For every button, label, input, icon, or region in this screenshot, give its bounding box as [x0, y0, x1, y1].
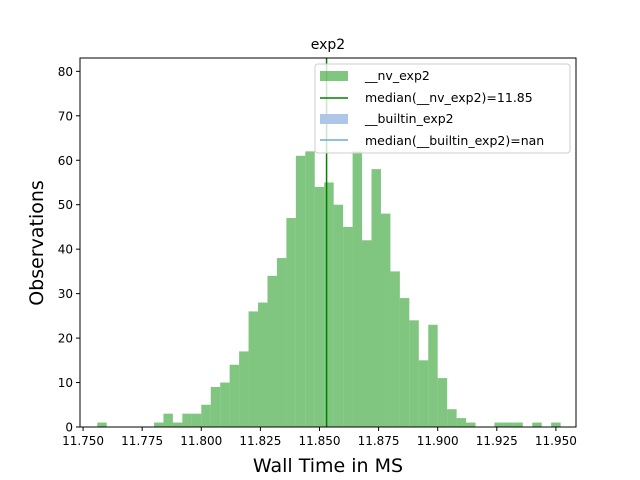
legend-label-builtin-exp2: __builtin_exp2	[364, 111, 454, 126]
histogram-bars	[97, 151, 561, 428]
y-tick-label: 70	[58, 109, 73, 123]
histogram-bar	[258, 302, 268, 427]
x-tick-label: 11.950	[535, 434, 577, 448]
histogram-bar	[210, 386, 221, 427]
x-axis-ticks: 11.750 11.775 11.800 11.825 11.850 11.875 11.9…	[62, 427, 577, 448]
y-tick-label: 10	[58, 376, 73, 390]
legend-label-nv-median: median(__nv_exp2)=11.85	[365, 90, 533, 105]
histogram-bar	[248, 311, 259, 427]
histogram-bar	[333, 204, 344, 427]
legend: __nv_exp2 median(__nv_exp2)=11.85 __buil…	[314, 63, 571, 154]
y-tick-label: 80	[58, 65, 73, 79]
y-tick-label: 20	[58, 332, 73, 346]
histogram-bar	[314, 186, 325, 427]
y-axis-ticks: 0 10 20 30 40 50 60 70 80	[58, 65, 80, 435]
histogram-bar	[229, 364, 240, 427]
histogram-bar	[437, 378, 448, 427]
histogram-bar	[239, 351, 249, 427]
histogram-bar	[352, 151, 363, 428]
histogram-bar	[447, 409, 457, 427]
legend-swatch-nv-exp2	[320, 71, 348, 81]
y-tick-label: 40	[58, 243, 73, 257]
y-tick-label: 0	[65, 421, 73, 435]
histogram-bar	[295, 155, 306, 427]
y-tick-label: 50	[58, 198, 73, 212]
x-tick-label: 11.750	[62, 434, 104, 448]
histogram-bar	[362, 240, 372, 427]
chart-title: exp2	[311, 37, 345, 53]
histogram-bar	[551, 422, 561, 427]
legend-swatch-builtin-exp2	[320, 114, 348, 124]
legend-box	[314, 63, 571, 154]
y-tick-label: 30	[58, 287, 73, 301]
histogram-bar	[286, 218, 296, 427]
histogram-bar	[220, 382, 230, 427]
histogram-bar	[466, 422, 476, 427]
histogram-bar	[513, 422, 523, 427]
histogram-bar	[182, 413, 192, 427]
legend-label-builtin-median: median(__builtin_exp2)=nan	[365, 133, 544, 148]
x-tick-label: 11.775	[121, 434, 163, 448]
x-axis-label: Wall Time in MS	[253, 455, 403, 477]
histogram-bar	[428, 324, 438, 427]
histogram-bar	[172, 422, 183, 427]
histogram-bar	[503, 422, 514, 427]
x-tick-label: 11.850	[298, 434, 340, 448]
histogram-bar	[390, 271, 400, 427]
y-tick-label: 60	[58, 154, 73, 168]
histogram-bar	[163, 413, 173, 427]
histogram-bar	[154, 422, 164, 427]
histogram-bar	[343, 226, 353, 427]
plot-frame	[79, 57, 577, 428]
x-tick-label: 11.875	[358, 434, 400, 448]
x-tick-label: 11.925	[476, 434, 518, 448]
histogram-bar	[191, 413, 202, 427]
histogram-bar	[494, 422, 504, 427]
histogram-bar	[97, 422, 107, 427]
histogram-bar	[371, 169, 381, 427]
histogram-bar	[267, 275, 277, 427]
x-tick-label: 11.800	[180, 434, 222, 448]
histogram-bar	[305, 151, 315, 428]
histogram-bar	[276, 258, 287, 427]
histogram-bar	[418, 360, 429, 427]
x-tick-label: 11.825	[239, 434, 281, 448]
histogram-bar	[409, 320, 419, 427]
x-tick-label: 11.900	[417, 434, 459, 448]
histogram-bar	[324, 182, 334, 427]
histogram-bar	[201, 404, 211, 427]
histogram-bar	[456, 418, 467, 427]
legend-label-nv-exp2: __nv_exp2	[364, 68, 430, 83]
y-axis-label: Observations	[26, 180, 48, 306]
histogram-bar	[532, 422, 542, 427]
histogram-bar	[399, 298, 410, 427]
histogram-bar	[380, 213, 391, 427]
